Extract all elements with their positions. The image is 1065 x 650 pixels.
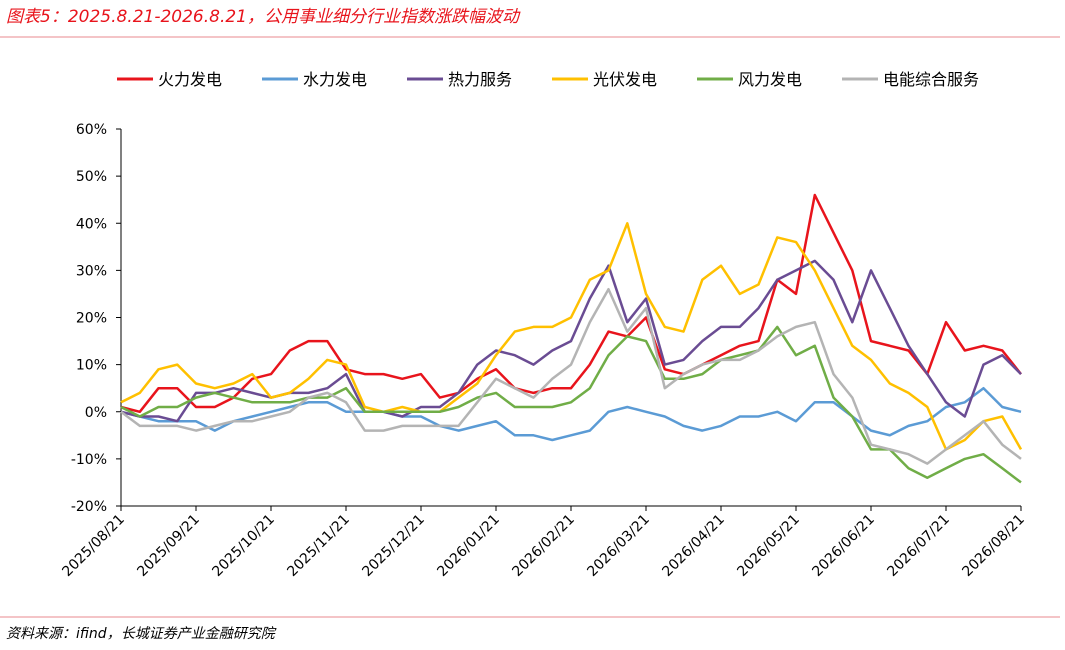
series-line [120,259,1022,423]
chart-title: 图表5：2025.8.21-2026.8.21，公用事业细分行业指数涨跌幅波动 [6,7,521,27]
x-tick-label: 2026/06/21 [809,512,877,580]
x-tick-label: 2026/04/21 [659,512,727,580]
series-line [120,325,1022,484]
legend-label: 热力服务 [448,70,512,89]
y-tick-label: -10% [71,452,107,468]
y-tick-label: 40% [76,216,107,232]
x-tick-label: 2026/05/21 [734,512,802,580]
x-tick-label: 2026/08/21 [959,512,1027,580]
y-tick-label: -20% [71,499,107,515]
series-line [120,386,1022,442]
legend-label: 电能综合服务 [883,70,979,89]
x-tick-label: 2025/08/21 [59,512,127,580]
y-tick-label: 20% [76,311,107,327]
x-tick-label: 2026/07/21 [884,512,952,580]
x-tick-label: 2026/02/21 [509,512,577,580]
x-tick-label: 2025/11/21 [284,512,352,580]
series-line [120,193,1022,414]
x-tick-label: 2025/12/21 [359,512,427,580]
x-tick-label: 2026/01/21 [434,512,502,580]
y-tick-label: 0% [85,405,107,421]
y-tick-label: 30% [76,263,107,279]
legend-label: 风力发电 [738,70,802,89]
legend-label: 光伏发电 [593,70,657,89]
series-line [120,222,1023,451]
x-tick-label: 2026/03/21 [584,512,652,580]
legend-label: 水力发电 [303,70,367,89]
y-tick-label: 50% [76,169,107,185]
x-tick-label: 2025/09/21 [134,512,202,580]
y-tick-label: 60% [76,122,107,138]
x-tick-label: 2025/10/21 [209,512,277,580]
legend-label: 火力发电 [158,70,222,89]
y-tick-label: 10% [76,358,107,374]
source-note: 资料来源：ifind，长城证券产业金融研究院 [6,626,277,642]
series-line [120,287,1022,465]
